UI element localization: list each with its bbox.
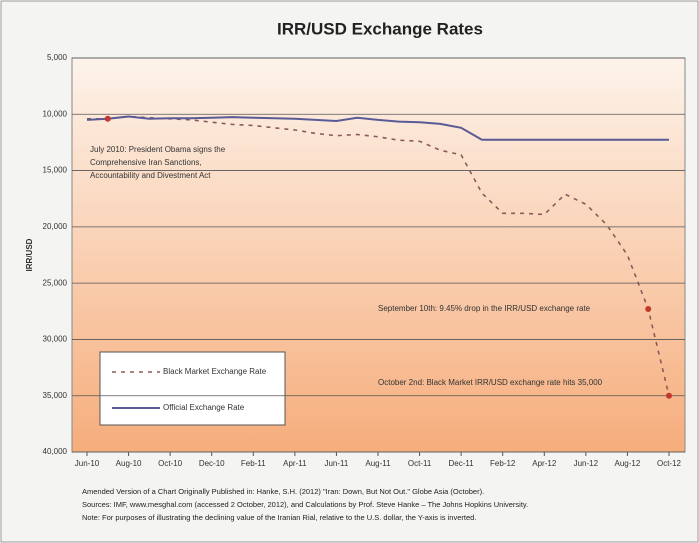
y-tick-label: 20,000 xyxy=(43,222,68,231)
x-tick-label: Oct-12 xyxy=(657,459,682,468)
x-tick-label: Feb-12 xyxy=(490,459,516,468)
annotation: September 10th: 9.45% drop in the IRR/US… xyxy=(378,304,591,313)
annotation: October 2nd: Black Market IRR/USD exchan… xyxy=(378,378,603,387)
legend xyxy=(99,351,286,426)
y-tick-label: 40,000 xyxy=(43,447,68,456)
x-tick-label: Oct-10 xyxy=(158,459,183,468)
annotation: July 2010: President Obama signs the xyxy=(90,145,226,154)
y-axis-label: IRR/USD xyxy=(25,238,34,271)
highlight-point xyxy=(666,392,672,399)
y-tick-label: 30,000 xyxy=(43,335,68,344)
x-tick-label: Aug-10 xyxy=(116,459,142,468)
x-tick-label: Jun-10 xyxy=(75,459,100,468)
series-line xyxy=(86,115,669,141)
chart-title: IRR/USD Exchange Rates xyxy=(277,19,483,38)
x-tick-label: Feb-11 xyxy=(241,459,266,468)
y-tick-label: 5,000 xyxy=(47,53,68,62)
x-tick-label: Dec-11 xyxy=(449,459,475,468)
x-tick-label: Apr-11 xyxy=(283,459,307,468)
x-tick-label: Aug-12 xyxy=(615,459,641,468)
y-tick-label: 10,000 xyxy=(43,109,68,118)
footnote: Note: For purposes of illustrating the d… xyxy=(82,513,476,522)
x-tick-label: Oct-11 xyxy=(408,459,432,468)
footnote: Amended Version of a Chart Originally Pu… xyxy=(82,487,484,496)
x-tick-label: Apr-12 xyxy=(532,459,557,468)
x-tick-label: Jun-12 xyxy=(574,459,599,468)
y-tick-label: 15,000 xyxy=(43,166,68,175)
highlight-point xyxy=(645,306,652,313)
y-tick-label: 35,000 xyxy=(43,391,68,400)
legend-label: Black Market Exchange Rate xyxy=(163,367,267,376)
x-tick-label: Aug-11 xyxy=(365,459,391,468)
annotation: Comprehensive Iran Sanctions, xyxy=(90,158,202,167)
highlight-point xyxy=(104,115,111,122)
y-tick-label: 25,000 xyxy=(43,278,68,287)
legend-label: Official Exchange Rate xyxy=(163,403,245,412)
annotation: Accountability and Divestment Act xyxy=(90,171,211,180)
footnote: Sources: IMF, www.mesghal.com (accessed … xyxy=(82,500,528,509)
x-tick-label: Jun-11 xyxy=(324,459,348,468)
x-tick-label: Dec-10 xyxy=(199,459,225,468)
